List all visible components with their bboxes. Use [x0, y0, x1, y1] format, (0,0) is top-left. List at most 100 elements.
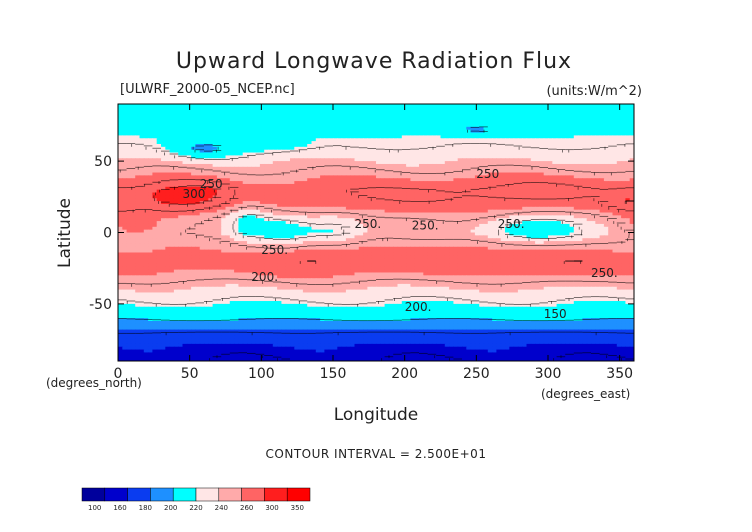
field-cell: [272, 115, 278, 119]
field-cell: [427, 178, 433, 182]
field-cell: [225, 129, 231, 134]
field-cell: [290, 121, 295, 125]
field-cell: [212, 123, 218, 128]
field-cell: [216, 109, 222, 114]
field-cell: [539, 169, 545, 174]
field-cell: [513, 172, 519, 176]
field-cell: [466, 118, 472, 122]
field-cell: [178, 112, 184, 117]
field-cell: [449, 104, 454, 108]
field-cell: [238, 143, 244, 148]
field-cell: [522, 146, 528, 151]
field-cell: [251, 161, 257, 165]
field-cell: [290, 155, 295, 159]
field-cell: [315, 138, 321, 142]
field-cell: [281, 121, 287, 125]
field-cell: [345, 172, 351, 176]
field-cell: [311, 172, 317, 176]
field-cell: [479, 115, 485, 119]
field-cell: [371, 169, 377, 174]
field-cell: [126, 143, 132, 148]
field-cell: [608, 166, 614, 171]
field-cell: [552, 112, 558, 117]
field-cell: [204, 143, 209, 148]
field-cell: [629, 143, 634, 148]
field-cell: [629, 161, 634, 165]
field-cell: [397, 118, 403, 122]
field-cell: [423, 172, 429, 176]
field-cell: [496, 109, 502, 114]
field-cell: [384, 178, 390, 182]
field-cell: [530, 138, 536, 142]
field-cell: [272, 161, 278, 165]
field-cell: [268, 129, 274, 134]
field-cell: [543, 152, 549, 156]
field-cell: [216, 172, 222, 176]
field-cell: [474, 146, 480, 151]
field-cell: [251, 106, 257, 111]
field-cell: [238, 141, 244, 145]
field-cell: [350, 169, 356, 174]
field-cell: [586, 123, 592, 128]
field-cell: [586, 143, 592, 148]
field-cell: [530, 132, 536, 137]
field-cell: [333, 178, 338, 182]
field-cell: [449, 172, 454, 176]
field-cell: [509, 155, 515, 159]
field-cell: [388, 169, 394, 174]
field-cell: [350, 132, 356, 137]
field-cell: [548, 121, 553, 125]
field-cell: [565, 149, 571, 154]
field-cell: [513, 121, 519, 125]
field-cell: [165, 146, 171, 151]
field-cell: [548, 115, 553, 119]
field-cell: [285, 146, 291, 151]
field-cell: [264, 112, 270, 117]
field-cell: [294, 155, 300, 159]
field-cell: [462, 123, 467, 128]
field-cell: [242, 161, 248, 165]
field-cell: [492, 155, 497, 159]
field-cell: [152, 126, 158, 131]
field-cell: [173, 109, 179, 114]
field-cell: [500, 166, 506, 171]
field-cell: [427, 104, 433, 108]
field-cell: [419, 123, 424, 128]
field-cell: [530, 123, 536, 128]
field-cell: [621, 141, 626, 145]
field-cell: [315, 163, 321, 168]
field-cell: [268, 118, 274, 122]
field-cell: [354, 129, 360, 134]
field-cell: [573, 112, 579, 117]
field-cell: [444, 109, 450, 114]
field-cell: [251, 132, 257, 137]
field-cell: [371, 149, 377, 154]
field-cell: [350, 172, 356, 176]
field-cell: [169, 135, 175, 139]
field-cell: [130, 115, 136, 119]
field-cell: [221, 123, 227, 128]
field-cell: [216, 163, 222, 168]
field-cell: [251, 172, 257, 176]
field-cell: [462, 169, 467, 174]
field-cell: [539, 109, 545, 114]
field-cell: [307, 118, 313, 122]
field-cell: [350, 152, 356, 156]
field-cell: [320, 161, 325, 165]
field-cell: [466, 155, 472, 159]
field-cell: [247, 112, 252, 117]
field-cell: [350, 178, 356, 182]
field-cell: [212, 169, 218, 174]
field-cell: [216, 169, 222, 174]
field-cell: [625, 172, 631, 176]
field-cell: [470, 152, 476, 156]
field-cell: [380, 158, 386, 162]
field-cell: [509, 141, 515, 145]
field-cell: [560, 121, 566, 125]
field-cell: [191, 172, 196, 176]
field-cell: [444, 155, 450, 159]
field-cell: [161, 106, 166, 111]
field-cell: [401, 158, 407, 162]
field-cell: [578, 152, 583, 156]
field-cell: [156, 132, 162, 137]
